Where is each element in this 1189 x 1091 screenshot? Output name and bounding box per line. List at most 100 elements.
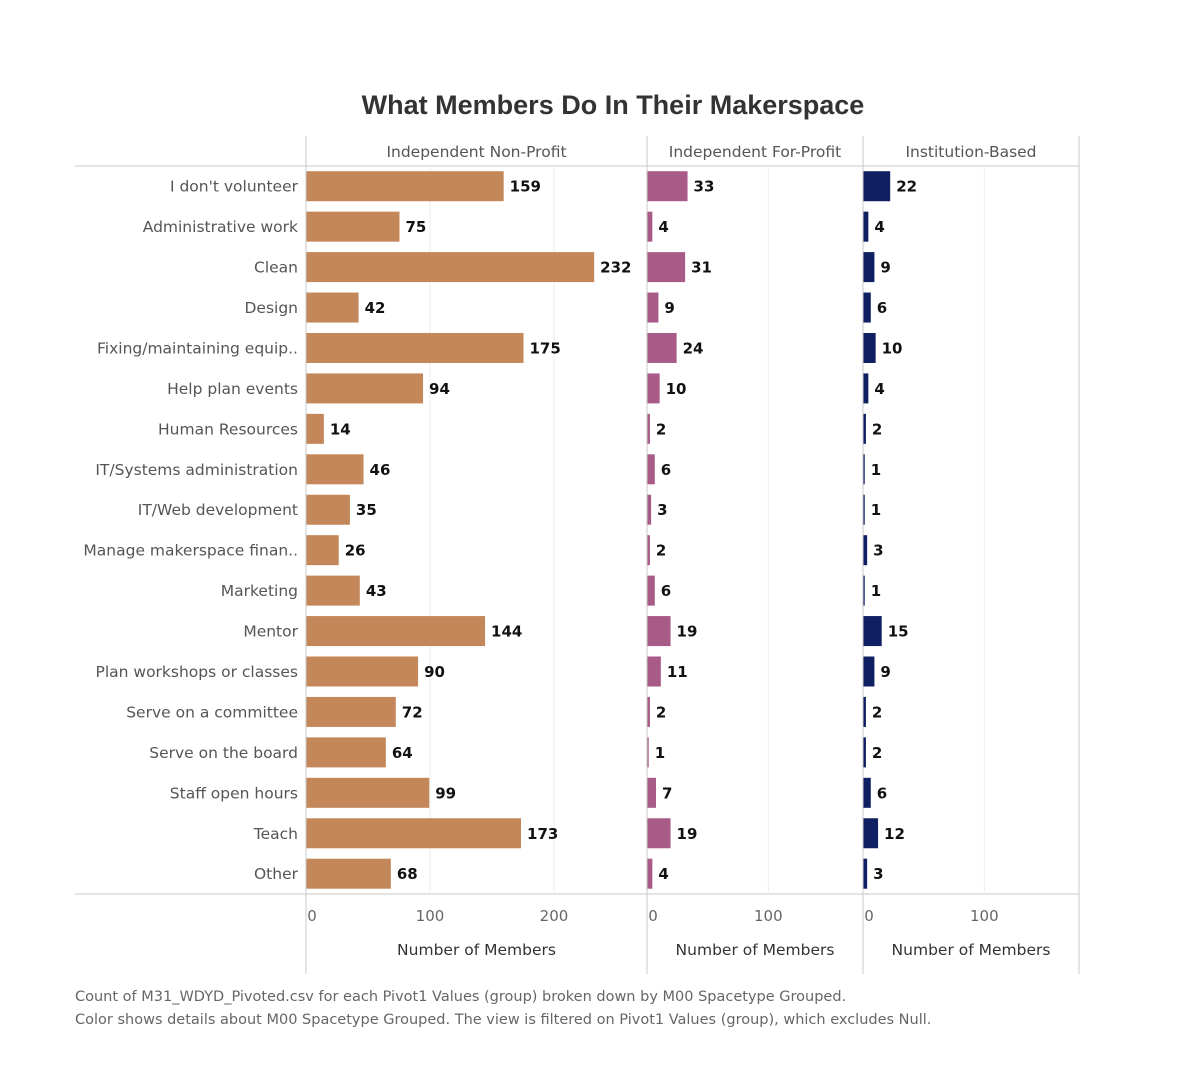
value-label-mentor: 144	[491, 623, 522, 641]
bar-administrative-work	[863, 211, 869, 242]
tick-label-100: 100	[970, 907, 999, 925]
bar-marketing	[863, 575, 865, 606]
bar-clean	[306, 252, 595, 283]
bar-help-plan-events	[306, 373, 424, 404]
category-label-clean: Clean	[254, 259, 298, 277]
value-label-other: 3	[873, 865, 883, 883]
tick-label-0: 0	[307, 907, 317, 925]
category-label-manage-makerspace-finan: Manage makerspace finan..	[83, 542, 298, 560]
category-label-administrative-work: Administrative work	[143, 218, 298, 236]
chart-title: What Members Do In Their Makerspace	[362, 90, 865, 120]
bar-other	[306, 858, 391, 889]
value-label-manage-makerspace-finan: 3	[873, 542, 883, 560]
value-label-administrative-work: 4	[658, 218, 668, 236]
value-label-staff-open-hours: 6	[877, 784, 887, 802]
category-label-human-resources: Human Resources	[158, 420, 298, 438]
value-label-it-web-development: 3	[657, 501, 667, 519]
bar-i-don-t-volunteer	[863, 171, 891, 202]
caption-line-1: Count of M31_WDYD_Pivoted.csv for each P…	[75, 989, 846, 1005]
bar-design	[647, 292, 659, 323]
value-label-serve-on-a-committee: 2	[872, 703, 882, 721]
bar-plan-workshops-or-classes	[863, 656, 875, 687]
value-label-clean: 31	[691, 259, 712, 277]
value-label-serve-on-a-committee: 72	[402, 703, 423, 721]
bar-serve-on-a-committee	[306, 696, 396, 727]
panel-header-independent-for-profit: Independent For-Profit	[669, 143, 841, 161]
tick-label-200: 200	[540, 907, 569, 925]
tick-label-0: 0	[864, 907, 874, 925]
value-label-serve-on-a-committee: 2	[656, 703, 666, 721]
bar-design	[863, 292, 871, 323]
bar-mentor	[863, 616, 882, 647]
bar-human-resources	[863, 413, 866, 444]
value-label-plan-workshops-or-classes: 9	[880, 663, 890, 681]
value-label-clean: 9	[880, 259, 890, 277]
bar-marketing	[647, 575, 655, 606]
value-label-fixing-maintaining-equip: 10	[882, 339, 903, 357]
value-label-manage-makerspace-finan: 26	[345, 542, 366, 560]
value-label-fixing-maintaining-equip: 24	[683, 339, 704, 357]
bar-it-web-development	[306, 494, 350, 525]
bar-i-don-t-volunteer	[647, 171, 688, 202]
category-label-staff-open-hours: Staff open hours	[170, 784, 298, 802]
value-label-human-resources: 2	[656, 420, 666, 438]
bar-it-systems-administration	[306, 454, 364, 485]
bar-help-plan-events	[863, 373, 869, 404]
category-label-it-systems-administration: IT/Systems administration	[95, 461, 298, 479]
bar-help-plan-events	[647, 373, 660, 404]
value-label-plan-workshops-or-classes: 11	[667, 663, 688, 681]
bar-it-systems-administration	[647, 454, 655, 485]
category-label-it-web-development: IT/Web development	[138, 501, 298, 519]
value-label-mentor: 15	[888, 623, 909, 641]
bar-clean	[647, 252, 686, 283]
value-label-teach: 12	[884, 825, 905, 843]
value-label-help-plan-events: 10	[666, 380, 687, 398]
bar-manage-makerspace-finan	[647, 535, 650, 566]
bar-serve-on-the-board	[863, 737, 866, 768]
category-label-help-plan-events: Help plan events	[167, 380, 298, 398]
bar-staff-open-hours	[306, 777, 430, 808]
value-label-teach: 173	[527, 825, 558, 843]
bar-clean	[863, 252, 875, 283]
bar-serve-on-the-board	[306, 737, 386, 768]
bar-staff-open-hours	[863, 777, 871, 808]
bar-mentor	[647, 616, 671, 647]
x-axis-label: Number of Members	[676, 941, 835, 959]
category-label-serve-on-the-board: Serve on the board	[149, 744, 298, 762]
bar-manage-makerspace-finan	[863, 535, 868, 566]
value-label-serve-on-the-board: 1	[655, 744, 665, 762]
value-label-i-don-t-volunteer: 22	[896, 178, 917, 196]
value-label-clean: 232	[600, 259, 631, 277]
value-label-mentor: 19	[677, 623, 698, 641]
panel-independent-non-profit: Independent Non-Profit 0 100 200 Number of M…	[306, 143, 631, 959]
bar-human-resources	[647, 413, 650, 444]
value-label-marketing: 6	[661, 582, 671, 600]
tick-label-0: 0	[648, 907, 658, 925]
category-label-marketing: Marketing	[221, 582, 298, 600]
value-label-administrative-work: 4	[874, 218, 884, 236]
bar-human-resources	[306, 413, 324, 444]
bar-staff-open-hours	[647, 777, 656, 808]
bar-it-systems-administration	[863, 454, 865, 485]
value-label-other: 68	[397, 865, 418, 883]
bar-i-don-t-volunteer	[306, 171, 504, 202]
value-label-it-systems-administration: 6	[661, 461, 671, 479]
category-labels: I don't volunteer Administrative work Clea…	[83, 178, 298, 883]
value-label-it-systems-administration: 1	[871, 461, 881, 479]
bar-serve-on-the-board	[647, 737, 649, 768]
category-label-mentor: Mentor	[243, 623, 298, 641]
panel-header-independent-non-profit: Independent Non-Profit	[386, 143, 566, 161]
x-axis-label: Number of Members	[892, 941, 1051, 959]
bar-mentor	[306, 616, 486, 647]
category-label-teach: Teach	[253, 825, 298, 843]
bar-it-web-development	[863, 494, 865, 525]
bar-plan-workshops-or-classes	[306, 656, 419, 687]
category-label-serve-on-a-committee: Serve on a committee	[126, 703, 298, 721]
bar-other	[863, 858, 868, 889]
bar-administrative-work	[306, 211, 400, 242]
bar-manage-makerspace-finan	[306, 535, 339, 566]
value-label-marketing: 43	[366, 582, 387, 600]
value-label-design: 9	[664, 299, 674, 317]
